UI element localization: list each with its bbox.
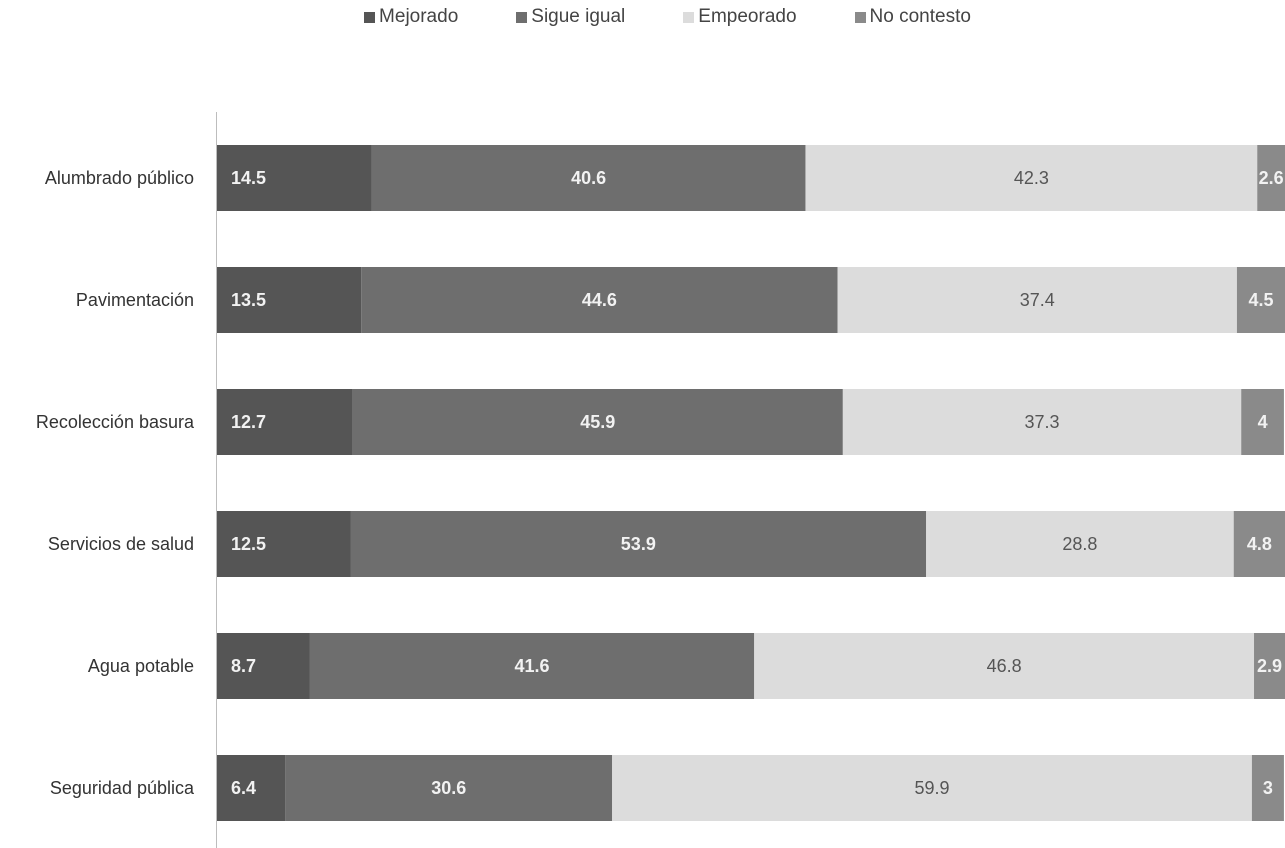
bar-segment <box>217 755 286 821</box>
bar-segment <box>926 511 1234 577</box>
data-label: 13.5 <box>231 290 266 310</box>
category-label: Pavimentación <box>76 290 194 310</box>
legend-item-no-contesto: No contesto <box>854 6 971 28</box>
data-label: 4 <box>1258 412 1268 432</box>
legend-swatch-empeorado <box>683 11 695 23</box>
data-label: 28.8 <box>1062 534 1097 554</box>
legend-swatch-no-contesto <box>854 11 866 23</box>
data-label: 41.6 <box>515 656 550 676</box>
bar-segment <box>1236 267 1285 333</box>
data-label: 14.5 <box>231 168 266 188</box>
data-label: 2.6 <box>1259 168 1284 188</box>
bar-segment <box>309 633 755 699</box>
legend-item-mejorado: Mejorado <box>364 6 458 28</box>
bar-segment <box>842 389 1242 455</box>
data-label: 4.5 <box>1248 290 1273 310</box>
data-label: 2.9 <box>1257 656 1282 676</box>
category-label: Servicios de salud <box>48 534 194 554</box>
bar-segment <box>361 267 838 333</box>
category-label: Recolección basura <box>36 412 195 432</box>
bar-segment <box>805 145 1258 211</box>
legend-label-no-contesto: No contesto <box>869 6 971 27</box>
legend-label-sigue-igual: Sigue igual <box>531 6 626 27</box>
chart-legend: Mejorado Sigue igual Empeorado No contes… <box>0 6 1285 28</box>
data-label: 6.4 <box>231 778 256 798</box>
data-label: 59.9 <box>915 778 950 798</box>
category-label: Seguridad pública <box>50 778 195 798</box>
data-label: 42.3 <box>1014 168 1049 188</box>
bar-segment <box>754 633 1255 699</box>
data-label: 40.6 <box>571 168 606 188</box>
legend-item-sigue-igual: Sigue igual <box>516 6 625 28</box>
bar-segment <box>217 267 362 333</box>
legend-swatch-mejorado <box>364 11 376 23</box>
bar-segment <box>1241 389 1284 455</box>
bar-segment <box>371 145 806 211</box>
legend-swatch-sigue-igual <box>516 11 528 23</box>
data-label: 8.7 <box>231 656 256 676</box>
bar-segment <box>1254 633 1285 699</box>
bar-segment <box>350 511 927 577</box>
data-label: 45.9 <box>580 412 615 432</box>
bar-segment <box>285 755 613 821</box>
data-label: 46.8 <box>987 656 1022 676</box>
category-label: Agua potable <box>88 656 194 676</box>
data-label: 37.4 <box>1020 290 1055 310</box>
bar-segment <box>1251 755 1284 821</box>
bar-segment <box>612 755 1252 821</box>
bar-segment <box>352 389 843 455</box>
data-label: 44.6 <box>582 290 617 310</box>
data-label: 30.6 <box>431 778 466 798</box>
bar-segment <box>837 267 1237 333</box>
data-label: 53.9 <box>621 534 656 554</box>
data-label: 3 <box>1263 778 1273 798</box>
bar-segment <box>1257 145 1285 211</box>
bar-segment <box>217 511 351 577</box>
legend-label-empeorado: Empeorado <box>698 6 797 27</box>
bar-segment <box>217 389 353 455</box>
data-label: 4.8 <box>1247 534 1272 554</box>
legend-item-empeorado: Empeorado <box>683 6 797 28</box>
bar-segment <box>1233 511 1285 577</box>
data-label: 12.5 <box>231 534 266 554</box>
bar-segment <box>217 633 310 699</box>
bar-segment <box>217 145 372 211</box>
data-label: 12.7 <box>231 412 266 432</box>
data-label: 37.3 <box>1025 412 1060 432</box>
legend-label-mejorado: Mejorado <box>379 6 459 27</box>
category-label: Alumbrado público <box>45 168 194 188</box>
